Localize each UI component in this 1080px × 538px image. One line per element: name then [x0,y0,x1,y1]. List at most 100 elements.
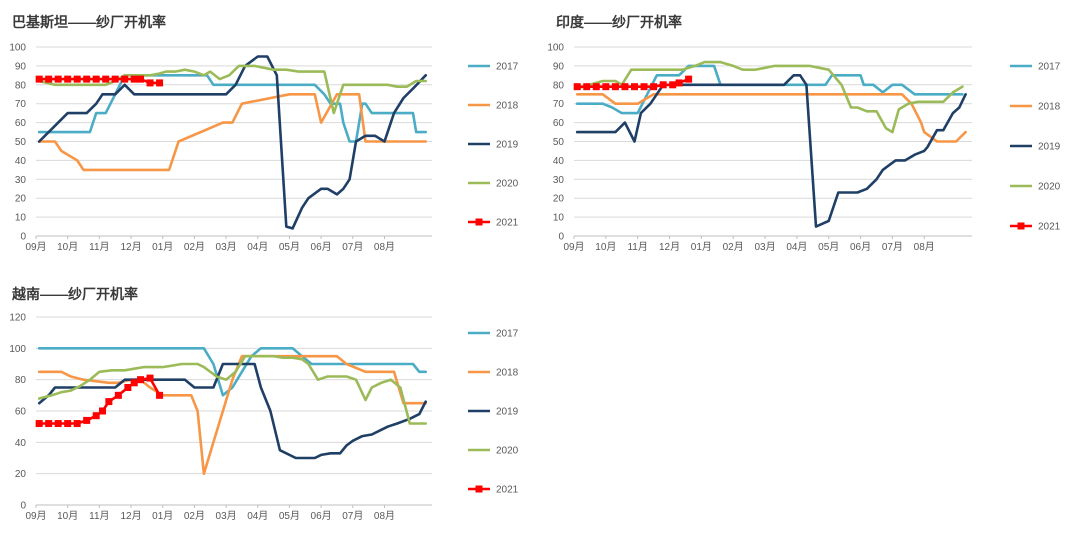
data-point-marker [121,75,129,83]
data-point-marker [640,83,648,91]
data-point-marker [99,407,107,415]
data-point-marker [156,79,164,87]
x-tick-label: 07月 [882,241,903,253]
series-line-2018 [575,93,967,143]
legend-marker [1017,222,1025,230]
data-point-marker [630,83,638,91]
y-tick-label: 60 [15,118,27,129]
x-tick-label: 12月 [120,510,141,522]
data-point-marker [83,75,91,83]
x-tick-label: 09月 [563,241,584,253]
x-tick-label: 10月 [57,241,78,253]
x-tick-label: 12月 [120,241,141,253]
data-point-marker [675,79,683,87]
y-tick-label: 70 [15,99,27,110]
y-tick-label: 30 [553,175,565,186]
x-tick-label: 02月 [723,241,744,253]
legend-label: 2017 [496,329,519,340]
y-tick-label: 100 [547,43,564,54]
data-point-marker [146,79,154,87]
data-point-marker [64,75,72,83]
series-line-2017 [37,74,428,143]
y-tick-label: 0 [558,232,564,243]
x-tick-label: 02月 [184,241,205,253]
x-tick-label: 11月 [89,510,109,522]
data-point-marker [650,83,658,91]
y-tick-label: 100 [9,43,26,54]
legend-marker [475,485,483,493]
data-point-marker [130,75,138,83]
x-tick-label: 09月 [25,241,46,253]
y-tick-label: 50 [553,137,565,148]
x-tick-label: 11月 [627,241,647,253]
series-line-2019 [37,55,428,230]
data-point-marker [92,412,100,420]
series-line-2020 [37,354,428,425]
x-tick-label: 10月 [595,241,616,253]
y-tick-label: 0 [20,232,26,243]
data-point-marker [685,75,693,83]
data-point-marker [83,416,91,424]
india-line-chart: 0 10 20 30 40 50 60 70 80 90 100 09月 10月 11月 12月 01月 02月… [547,43,1061,254]
data-point-marker [114,391,122,399]
legend-label: 2020 [496,446,519,457]
x-tick-label: 08月 [374,510,395,522]
x-tick-label: 06月 [311,241,332,253]
data-point-marker [73,420,81,428]
chart-panel-vietnam: 越南——纱厂开机率 0 20 40 60 80 100 120 09月 10月 11月 12月 01月… [0,270,540,538]
x-tick-label: 08月 [914,241,935,253]
x-tick-label: 05月 [279,241,300,253]
data-point-marker [111,75,119,83]
vietnam-line-chart: 0 20 40 60 80 100 120 09月 10月 11月 12月 01月 02月 03月 04月 0… [9,313,519,523]
data-point-marker [54,75,62,83]
x-tick-label: 01月 [152,510,173,522]
x-tick-label: 12月 [659,241,680,253]
x-tick-label: 04月 [786,241,807,253]
x-tick-label: 09月 [25,510,46,522]
y-tick-label: 40 [553,156,565,167]
data-point-marker [54,420,62,428]
data-point-marker [35,420,43,428]
data-point-marker [592,83,600,91]
x-tick-label: 03月 [216,510,237,522]
x-tick-label: 04月 [247,241,268,253]
legend-label: 2020 [1038,182,1061,193]
x-tick-label: 05月 [279,510,300,522]
legend-label: 2018 [496,368,519,379]
series-line-2017 [37,347,428,397]
pakistan-line-chart: 0 10 20 30 40 50 60 70 80 90 100 09月 10月 11月 12月 01月 02月… [9,43,519,254]
legend-marker [475,218,483,226]
legend-label: 2018 [1038,102,1061,113]
legend-label: 2021 [496,218,519,229]
data-point-marker [124,384,132,391]
x-tick-label: 05月 [818,241,839,253]
y-tick-label: 0 [20,501,26,512]
legend-label: 2019 [496,140,519,151]
data-point-marker [73,75,81,83]
data-point-marker [45,75,53,83]
data-point-marker [45,420,53,428]
data-point-marker [659,81,667,89]
data-point-marker [35,75,43,83]
data-point-marker [621,83,629,91]
x-tick-label: 01月 [691,241,712,253]
x-tick-label: 07月 [342,510,363,522]
legend-label: 2021 [1038,222,1061,233]
data-point-marker [573,83,581,91]
y-tick-label: 80 [15,375,27,386]
chart-panel-pakistan: 巴基斯坦——纱厂开机率 0 10 20 30 40 50 60 70 80 90 100 09月 10月… [0,0,540,262]
y-tick-label: 100 [9,344,26,355]
data-point-marker [602,83,610,91]
legend-label: 2017 [496,62,519,73]
y-tick-label: 120 [9,313,26,324]
data-point-marker [130,379,138,387]
chart-title: 印度——纱厂开机率 [556,14,682,30]
series-line-2019 [575,74,967,228]
y-tick-label: 40 [15,438,27,449]
x-tick-label: 10月 [57,510,78,522]
y-tick-label: 80 [15,80,27,91]
x-tick-label: 02月 [184,510,205,522]
x-tick-label: 11月 [89,241,109,253]
chart-title: 越南——纱厂开机率 [12,286,138,302]
chart-title: 巴基斯坦——纱厂开机率 [12,14,166,30]
